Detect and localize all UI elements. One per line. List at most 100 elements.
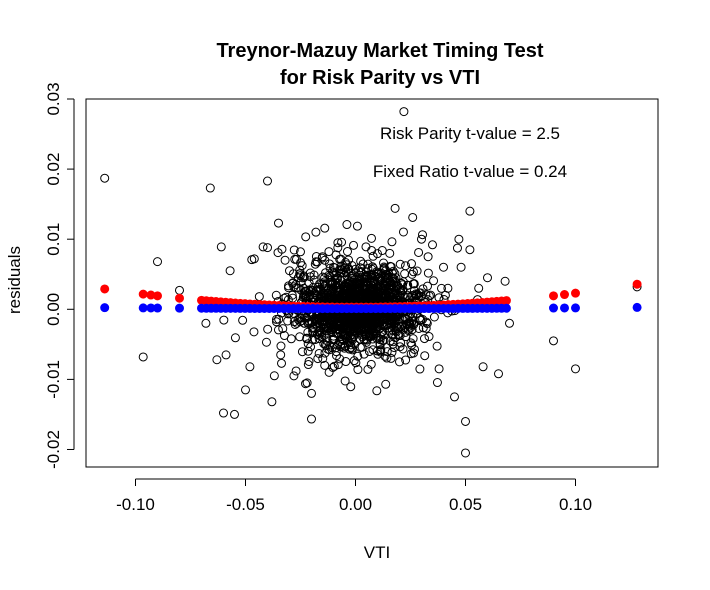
residual-point [219, 408, 228, 418]
residual-point [313, 354, 323, 364]
residual-point [308, 334, 318, 344]
risk-parity-fit-point [571, 288, 580, 298]
residual-point [409, 286, 419, 296]
residual-point [381, 379, 391, 389]
residual-point [311, 227, 321, 237]
residual-point [456, 262, 466, 272]
residual-point [302, 334, 312, 344]
residual-point [279, 331, 289, 341]
residual-point [419, 334, 429, 344]
residual-point [329, 262, 338, 272]
residual-point [384, 290, 394, 300]
residual-point [372, 386, 382, 396]
residual-point [361, 242, 371, 252]
residual-point [387, 268, 397, 278]
residual-point [285, 266, 294, 276]
residual-point [429, 276, 439, 286]
residual-point [432, 341, 442, 351]
residual-point [334, 280, 344, 290]
residual-point [366, 233, 376, 243]
residual-point [100, 173, 110, 183]
residual-point [329, 322, 339, 332]
residual-point [380, 351, 390, 361]
residual-point [353, 315, 363, 325]
residual-point [395, 342, 405, 352]
residual-point [271, 317, 281, 327]
residual-point [317, 332, 327, 342]
residual-point [295, 332, 305, 342]
residual-point [549, 336, 558, 346]
residual-point [333, 322, 343, 332]
residual-point [465, 206, 475, 216]
residual-point [318, 272, 328, 282]
residual-point [317, 293, 327, 303]
residual-point [303, 360, 313, 370]
residual-point [443, 283, 453, 293]
residual-point [346, 382, 356, 392]
residual-point [293, 283, 303, 293]
residual-point [284, 281, 294, 291]
residual-point [331, 347, 341, 357]
residual-point [312, 285, 322, 295]
residual-point [400, 322, 410, 332]
x-tick-label: 0.00 [339, 495, 372, 514]
residual-point [273, 325, 283, 335]
residual-point [461, 416, 470, 426]
residual-point [299, 272, 309, 282]
residual-point [418, 230, 428, 240]
residual-point [398, 344, 408, 354]
residual-point [320, 360, 330, 370]
residual-point [349, 240, 359, 250]
residual-point [415, 364, 425, 374]
x-axis-label: VTI [364, 543, 390, 562]
residual-point [371, 333, 381, 343]
residual-point [337, 323, 347, 333]
residual-point [263, 243, 272, 253]
x-tick-label: 0.10 [559, 495, 592, 514]
residual-point [387, 237, 397, 247]
residual-point [267, 397, 277, 407]
residual-point [221, 350, 231, 360]
residual-point [245, 362, 255, 372]
y-axis-label: residuals [5, 246, 24, 314]
residual-point [385, 248, 395, 258]
residual-point [382, 347, 392, 357]
residual-point [386, 353, 396, 363]
residual-point [301, 232, 311, 242]
residual-point [337, 334, 347, 344]
residual-point [422, 281, 432, 291]
risk-parity-fit-point [153, 291, 162, 301]
residual-point [388, 337, 398, 347]
residual-point [351, 268, 361, 278]
residual-point [293, 273, 303, 283]
residual-point [403, 280, 413, 290]
residual-point [429, 312, 439, 322]
residual-point [416, 315, 426, 325]
residual-point [346, 342, 356, 352]
residual-point [390, 290, 400, 300]
y-tick-label: 0.00 [44, 293, 63, 326]
residual-point [303, 319, 313, 329]
fixed-ratio-fit-point [153, 303, 162, 313]
residual-point [424, 332, 434, 342]
residual-point [379, 320, 389, 330]
residual-point [409, 348, 419, 358]
residual-point [414, 291, 424, 301]
residual-point [271, 314, 281, 324]
plot-layer [100, 107, 642, 458]
residual-point [249, 327, 259, 337]
residual-point [301, 292, 311, 302]
residual-point [375, 340, 385, 350]
residual-point [310, 319, 320, 329]
residual-point [417, 234, 426, 244]
residual-point [254, 292, 264, 302]
residual-point [483, 273, 492, 283]
residual-point [263, 324, 273, 334]
residual-point [280, 255, 290, 265]
y-tick-label: -0.01 [44, 360, 63, 399]
residual-point [353, 365, 363, 375]
residual-point [474, 283, 484, 293]
x-axis: -0.10 -0.05 0.00 0.05 0.10 [116, 478, 592, 514]
residual-point [342, 247, 352, 257]
residual-point [405, 323, 415, 333]
